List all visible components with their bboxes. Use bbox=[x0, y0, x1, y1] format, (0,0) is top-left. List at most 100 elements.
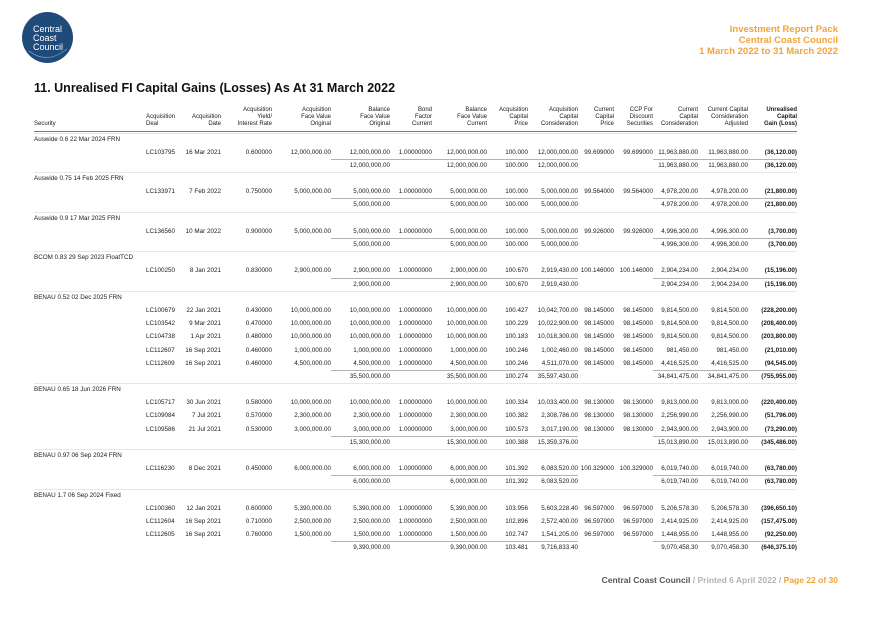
column-header: Current Capital Consideration bbox=[653, 104, 698, 131]
column-header-line: Original bbox=[369, 121, 390, 128]
cell-balance-face-value-current: 10,000,000.00 bbox=[446, 306, 487, 314]
column-header-line: Acquisition bbox=[191, 114, 221, 121]
report-period: 1 March 2022 to 31 March 2022 bbox=[699, 46, 838, 57]
row-spacer bbox=[34, 409, 146, 422]
subtotal-yield bbox=[221, 475, 272, 488]
table-row: LC100250 8 Jan 2021 0.830000 2,900,000.00 2,… bbox=[34, 264, 797, 277]
cell-balance-face-value-current: 4,500,000.00 bbox=[450, 359, 487, 367]
subtotal-face-value-original bbox=[272, 541, 331, 554]
cell-yield: 0.600000 bbox=[245, 148, 272, 156]
subtotal-deal bbox=[146, 436, 183, 449]
group-subtotal-row: 2,900,000.00 2,900,000.00 100.670 2,919,430… bbox=[34, 278, 797, 291]
cell-date: 16 Sep 2021 bbox=[185, 517, 221, 525]
subtotal-date bbox=[183, 541, 221, 554]
subtotal-current-consideration-adjusted: 9,070,458.30 bbox=[698, 541, 748, 554]
footer-organisation: Central Coast Council bbox=[601, 575, 691, 585]
column-header: Acquisition Capital Consideration bbox=[528, 104, 578, 131]
cell-yield: 0.710000 bbox=[245, 517, 272, 525]
subtotal-balance-face-value-current: 2,900,000.00 bbox=[432, 278, 487, 291]
column-header: Acquisition Yield/Interest Rate bbox=[221, 104, 272, 131]
subtotal-balance-face-value-current: 5,000,000.00 bbox=[432, 238, 487, 251]
cell-unrealised-gain-loss: (94,545.00) bbox=[764, 359, 797, 367]
column-header-line: Current Capital bbox=[707, 106, 748, 113]
security-group-header: Auswide 0.9 17 Mar 2025 FRN bbox=[34, 212, 797, 225]
security-group-header: BENAU 0.97 06 Sep 2024 FRN bbox=[34, 449, 797, 462]
cell-yield: 0.430000 bbox=[245, 306, 272, 314]
cell-balance-face-value-current: 10,000,000.00 bbox=[446, 399, 487, 407]
cell-ccp-discount: 98.145000 bbox=[623, 359, 653, 367]
cell-current-price: 98.145000 bbox=[584, 333, 614, 341]
subtotal-current-consideration: 4,978,200.00 bbox=[653, 198, 698, 211]
cell-date: 1 Apr 2021 bbox=[190, 333, 221, 341]
subtotal-balance-face-value-original: 5,000,000.00 bbox=[331, 238, 390, 251]
logo-circle bbox=[22, 12, 73, 63]
cell-current-consideration: 9,814,500.00 bbox=[661, 306, 698, 314]
row-spacer bbox=[34, 423, 146, 436]
row-spacer bbox=[34, 317, 146, 330]
cell-deal: LC112605 bbox=[146, 531, 175, 539]
subtotal-current-consideration-adjusted: 11,963,880.00 bbox=[698, 159, 748, 172]
subtotal-date bbox=[183, 436, 221, 449]
cell-face-value-original: 5,000,000.00 bbox=[294, 227, 331, 235]
subtotal-face-value-original bbox=[272, 370, 331, 383]
subtotal-deal bbox=[146, 370, 183, 383]
column-header: Acquisition Date bbox=[183, 104, 221, 131]
column-header-line: Unrealised bbox=[766, 106, 797, 113]
row-spacer bbox=[34, 475, 146, 488]
subtotal-balance-face-value-original: 35,500,000.00 bbox=[331, 370, 390, 383]
subtotal-deal bbox=[146, 475, 183, 488]
cell-current-consideration: 4,416,525.00 bbox=[661, 359, 698, 367]
table-row: LC136560 10 Mar 2022 0.900000 5,000,000.00 5… bbox=[34, 225, 797, 238]
cell-face-value-original: 2,300,000.00 bbox=[294, 412, 331, 420]
cell-yield: 0.750000 bbox=[245, 188, 272, 196]
subtotal-unrealised-gain-loss: (755,955.00) bbox=[748, 370, 797, 383]
cell-unrealised-gain-loss: (21,010.00) bbox=[764, 346, 797, 354]
security-group-header: Auswide 0.6 22 Mar 2024 FRN bbox=[34, 133, 797, 146]
cell-ccp-discount: 99.926000 bbox=[623, 227, 653, 235]
column-header: Unrealised Capital Gain (Loss) bbox=[748, 104, 797, 131]
subtotal-balance-face-value-original: 15,300,000.00 bbox=[331, 436, 390, 449]
cell-acquisition-consideration: 10,022,900.00 bbox=[537, 320, 578, 328]
cell-acquisition-consideration: 5,000,000.00 bbox=[541, 227, 578, 235]
column-header: Bond Factor Current bbox=[390, 104, 432, 131]
subtotal-date bbox=[183, 475, 221, 488]
group-subtotal-row: 12,000,000.00 12,000,000.00 100.000 12,000,… bbox=[34, 159, 797, 172]
cell-yield: 0.460000 bbox=[245, 346, 272, 354]
cell-date: 9 Mar 2021 bbox=[189, 320, 221, 328]
cell-acquisition-consideration: 1,002,460.00 bbox=[541, 346, 578, 354]
column-header-line: Yield/ bbox=[257, 114, 272, 121]
cell-current-consideration: 9,814,500.00 bbox=[661, 333, 698, 341]
group-subtotal-row: 35,500,000.00 35,500,000.00 100.274 35,597,… bbox=[34, 370, 797, 383]
cell-current-consideration-adjusted: 4,996,300.00 bbox=[711, 227, 748, 235]
cell-unrealised-gain-loss: (203,800.00) bbox=[761, 333, 797, 341]
column-header-line: Date bbox=[208, 121, 221, 128]
cell-unrealised-gain-loss: (157,475.00) bbox=[761, 517, 797, 525]
subtotal-date bbox=[183, 198, 221, 211]
subtotal-date bbox=[183, 370, 221, 383]
subtotal-unrealised-gain-loss: (3,700.00) bbox=[748, 238, 797, 251]
subtotal-acquisition-consideration: 9,716,833.40 bbox=[528, 541, 578, 554]
cell-face-value-original: 2,900,000.00 bbox=[294, 267, 331, 275]
cell-current-consideration-adjusted: 5,206,578.30 bbox=[711, 504, 748, 512]
cell-current-consideration-adjusted: 9,814,500.00 bbox=[711, 333, 748, 341]
table-row: LC109084 7 Jul 2021 0.570000 2,300,000.00 2,… bbox=[34, 409, 797, 422]
cell-deal: LC116230 bbox=[146, 465, 175, 473]
cell-current-consideration-adjusted: 9,814,500.00 bbox=[711, 320, 748, 328]
cell-unrealised-gain-loss: (63,780.00) bbox=[764, 465, 797, 473]
subtotal-current-consideration: 15,013,890.00 bbox=[653, 436, 698, 449]
cell-acquisition-price: 100.000 bbox=[505, 188, 528, 196]
column-header-line: Acquisition bbox=[548, 106, 578, 113]
logo-text-line: Central bbox=[33, 24, 62, 34]
cell-unrealised-gain-loss: (51,796.00) bbox=[764, 412, 797, 420]
subtotal-face-value-original bbox=[272, 198, 331, 211]
cell-current-consideration-adjusted: 11,963,880.00 bbox=[708, 148, 748, 156]
cell-bond-factor: 1.00000000 bbox=[398, 531, 432, 539]
column-header-line: Capital bbox=[679, 114, 698, 121]
row-spacer bbox=[34, 264, 146, 277]
column-header-line: Price bbox=[514, 121, 528, 128]
cell-yield: 0.580000 bbox=[245, 399, 272, 407]
cell-current-price: 98.145000 bbox=[584, 320, 614, 328]
cell-deal: LC112609 bbox=[146, 359, 175, 367]
column-header-line: Acquisition bbox=[242, 106, 272, 113]
column-header-line: Face Value bbox=[301, 114, 331, 121]
